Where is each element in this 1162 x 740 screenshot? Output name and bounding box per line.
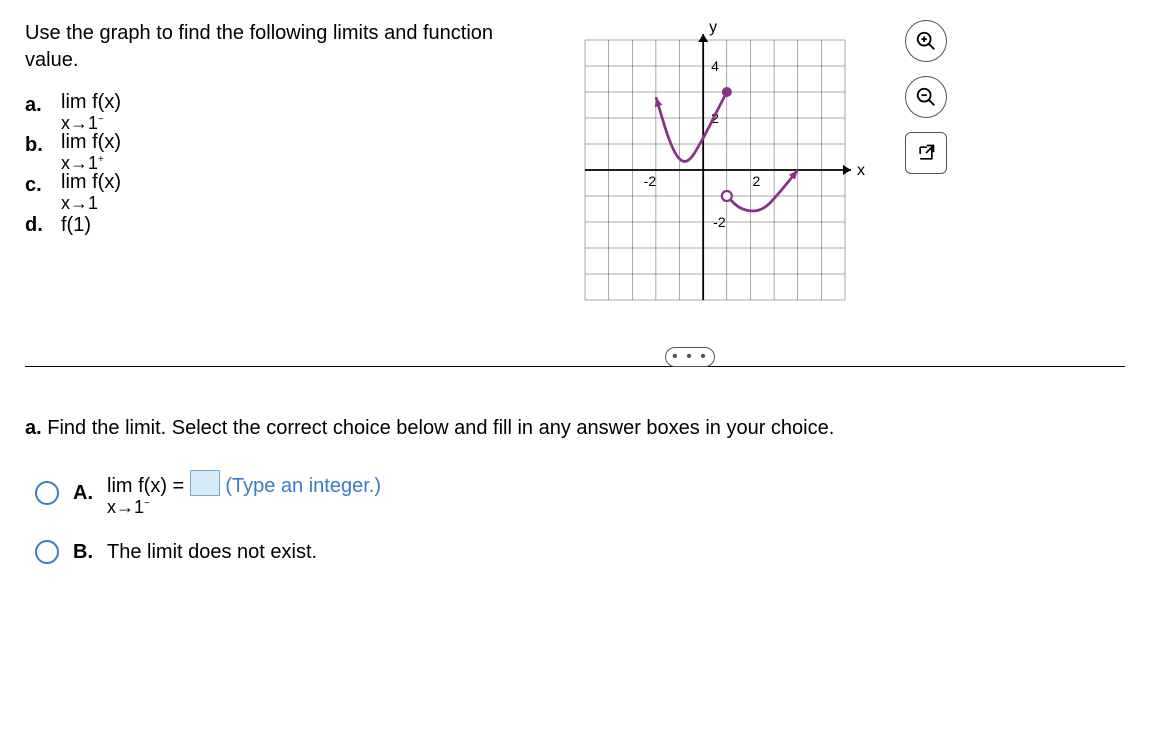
question-a: a. Find the limit. Select the correct ch… [25, 417, 1137, 440]
separator [25, 366, 1125, 367]
choice-a[interactable]: A. lim f(x) = (Type an integer.) x→1− [35, 470, 1137, 516]
zoom-in-button[interactable] [905, 20, 947, 62]
top-row: Use the graph to find the following limi… [25, 20, 1137, 326]
choice-a-letter: A. [73, 482, 93, 505]
svg-text:x: x [857, 162, 865, 179]
svg-text:2: 2 [753, 173, 761, 189]
popout-icon [916, 143, 936, 163]
expand-button[interactable]: • • • [665, 347, 715, 367]
zoom-out-icon [915, 86, 937, 108]
question-a-text: Find the limit. Select the correct choic… [47, 417, 834, 439]
svg-text:-2: -2 [644, 173, 657, 189]
choice-a-hint: (Type an integer.) [225, 475, 381, 497]
part-a-letter: a. [25, 92, 47, 132]
radio-b[interactable] [35, 540, 59, 564]
question-a-label: a. [25, 417, 42, 439]
part-b: b. lim f(x) x→1+ [25, 132, 545, 172]
choice-b-text: The limit does not exist. [107, 541, 317, 564]
choice-b[interactable]: B. The limit does not exist. [35, 540, 1137, 564]
svg-text:-2: -2 [713, 214, 726, 230]
choice-a-expr: lim f(x) = (Type an integer.) x→1− [107, 470, 381, 516]
part-b-letter: b. [25, 132, 47, 172]
graph: xy-22-224 [565, 20, 865, 326]
tool-column [905, 20, 947, 174]
prompt-text: Use the graph to find the following limi… [25, 20, 545, 74]
part-b-expr: lim f(x) x→1+ [61, 132, 121, 172]
choice-b-letter: B. [73, 541, 93, 564]
part-d-text: f(1) [61, 212, 91, 239]
answer-input[interactable] [190, 470, 220, 496]
radio-a[interactable] [35, 481, 59, 505]
popout-button[interactable] [905, 132, 947, 174]
svg-text:4: 4 [711, 58, 719, 74]
part-c-letter: c. [25, 172, 47, 212]
part-a: a. lim f(x) x→1− [25, 92, 545, 132]
part-d: d. f(1) [25, 212, 545, 239]
svg-text:y: y [709, 20, 717, 36]
choices: A. lim f(x) = (Type an integer.) x→1− B.… [35, 470, 1137, 564]
zoom-in-icon [915, 30, 937, 52]
part-d-letter: d. [25, 212, 47, 239]
part-c-expr: lim f(x) x→1 [61, 172, 121, 212]
part-a-expr: lim f(x) x→1− [61, 92, 121, 132]
instructions-block: Use the graph to find the following limi… [25, 20, 545, 239]
zoom-out-button[interactable] [905, 76, 947, 118]
part-c: c. lim f(x) x→1 [25, 172, 545, 212]
